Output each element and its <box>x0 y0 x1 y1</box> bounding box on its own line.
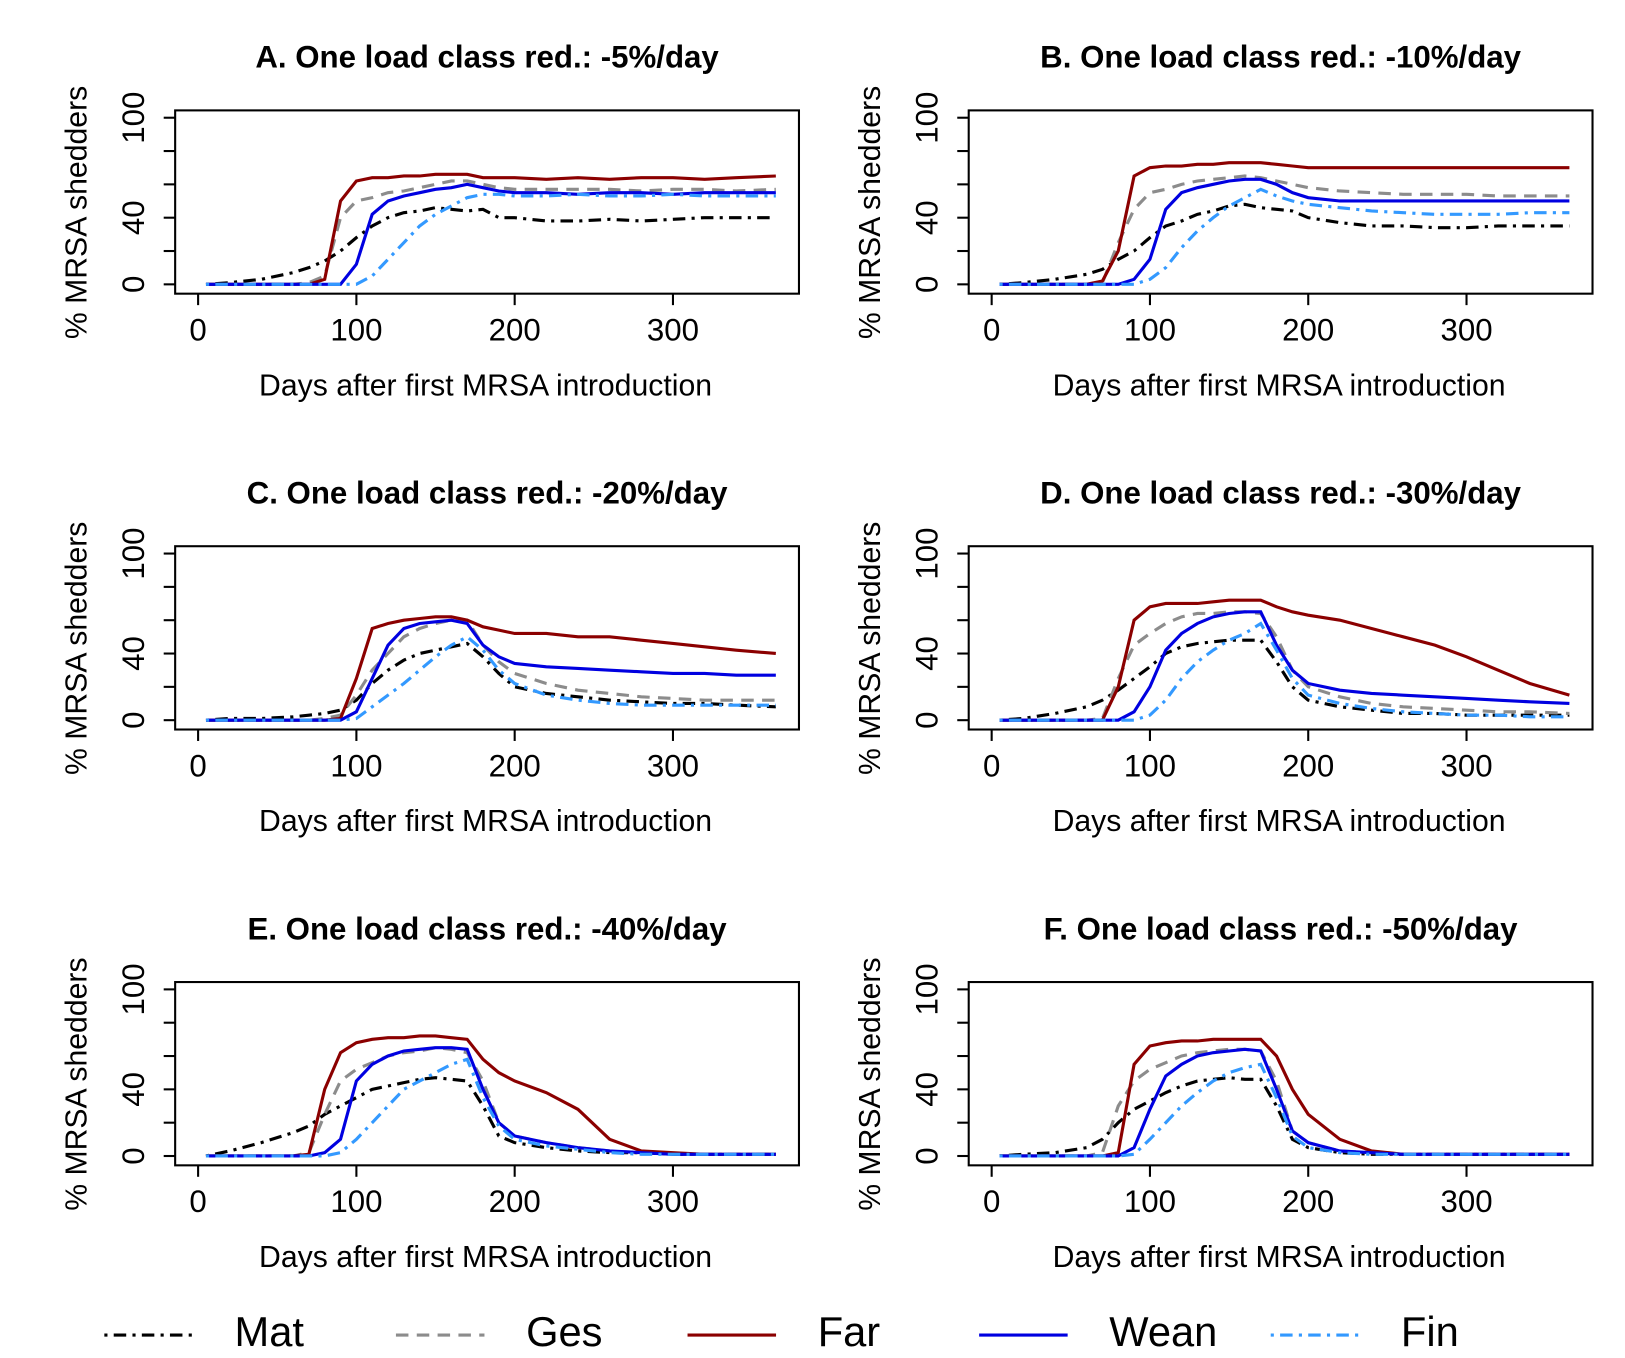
x-tick-label: 100 <box>1124 1184 1176 1219</box>
x-tick-label: 0 <box>189 1184 206 1219</box>
y-axis-label: % MRSA shedders <box>854 957 887 1210</box>
y-tick-label: 40 <box>116 636 151 671</box>
x-axis-label: Days after first MRSA introduction <box>259 805 712 838</box>
y-tick-label: 40 <box>116 200 151 235</box>
series-line <box>999 1062 1570 1158</box>
x-tick-label: 0 <box>983 1184 1000 1219</box>
x-tick-label: 100 <box>330 312 382 347</box>
x-tick-label: 0 <box>189 748 206 783</box>
plot-frame <box>967 981 1594 1167</box>
legend-label: Wean <box>1109 1308 1217 1355</box>
series-line <box>205 618 776 722</box>
series-line <box>205 1076 776 1158</box>
legend-label: Far <box>818 1308 881 1355</box>
series-line <box>999 621 1570 722</box>
y-tick-label: 0 <box>116 711 151 728</box>
panel-title: A. One load class red.: -5%/day <box>255 40 719 75</box>
series-line <box>999 610 1570 722</box>
series-line <box>205 1034 776 1158</box>
series-line <box>999 1047 1570 1158</box>
x-tick-label: 300 <box>1440 748 1492 783</box>
series-line <box>999 1047 1570 1158</box>
panel-title: F. One load class red.: -50%/day <box>1044 911 1519 946</box>
x-tick-label: 200 <box>1282 312 1334 347</box>
x-tick-label: 0 <box>189 312 206 347</box>
series-line <box>205 1057 776 1158</box>
y-tick-label: 0 <box>116 1147 151 1164</box>
y-tick-label: 40 <box>116 1072 151 1107</box>
legend-label: Mat <box>235 1308 305 1355</box>
series-line <box>999 1037 1570 1158</box>
y-tick-label: 40 <box>909 1072 944 1107</box>
y-axis-label: % MRSA shedders <box>60 957 93 1210</box>
plot-frame <box>174 545 801 731</box>
panel-title: D. One load class red.: -30%/day <box>1040 475 1521 510</box>
y-tick-label: 100 <box>909 963 944 1015</box>
series-line <box>205 641 776 722</box>
y-axis-label: % MRSA shedders <box>60 86 93 339</box>
y-tick-label: 0 <box>909 276 944 293</box>
y-tick-label: 100 <box>909 92 944 144</box>
x-tick-label: 200 <box>489 748 541 783</box>
x-tick-label: 200 <box>1282 748 1334 783</box>
y-tick-label: 40 <box>909 200 944 235</box>
series-line <box>205 618 776 722</box>
x-tick-label: 300 <box>647 312 699 347</box>
plot-frame <box>174 981 801 1167</box>
x-axis-label: Days after first MRSA introduction <box>1053 805 1506 838</box>
x-tick-label: 200 <box>1282 1184 1334 1219</box>
x-tick-label: 100 <box>1124 312 1176 347</box>
series-line <box>205 206 776 286</box>
series-line <box>205 1046 776 1158</box>
series-line <box>999 187 1570 286</box>
series-line <box>205 1046 776 1158</box>
y-tick-label: 0 <box>909 711 944 728</box>
y-tick-label: 100 <box>116 92 151 144</box>
series-line <box>205 634 776 722</box>
x-axis-label: Days after first MRSA introduction <box>259 369 712 402</box>
y-tick-label: 40 <box>909 636 944 671</box>
series-line <box>205 192 776 286</box>
plot-frame <box>967 109 1594 295</box>
x-axis-label: Days after first MRSA introduction <box>1053 1241 1506 1274</box>
panel-title: E. One load class red.: -40%/day <box>247 911 727 946</box>
series-line <box>999 598 1570 722</box>
x-tick-label: 300 <box>647 748 699 783</box>
series-line <box>999 161 1570 286</box>
y-axis-label: % MRSA shedders <box>60 522 93 775</box>
x-tick-label: 100 <box>330 748 382 783</box>
x-tick-label: 300 <box>1440 312 1492 347</box>
y-tick-label: 100 <box>116 527 151 579</box>
y-tick-label: 100 <box>116 963 151 1015</box>
plot-frame <box>967 545 1594 731</box>
panel-title: B. One load class red.: -10%/day <box>1040 40 1521 75</box>
series-line <box>999 202 1570 286</box>
x-tick-label: 100 <box>1124 748 1176 783</box>
x-tick-label: 200 <box>489 1184 541 1219</box>
series-line <box>205 182 776 286</box>
x-tick-label: 0 <box>983 748 1000 783</box>
series-line <box>999 174 1570 286</box>
legend-label: Fin <box>1401 1308 1459 1355</box>
y-axis-label: % MRSA shedders <box>854 86 887 339</box>
panel-title: C. One load class red.: -20%/day <box>247 475 728 510</box>
plot-frame <box>174 109 801 295</box>
x-tick-label: 0 <box>983 312 1000 347</box>
x-tick-label: 200 <box>489 312 541 347</box>
series-line <box>205 179 776 286</box>
x-axis-label: Days after first MRSA introduction <box>259 1241 712 1274</box>
y-tick-label: 0 <box>909 1147 944 1164</box>
x-tick-label: 300 <box>1440 1184 1492 1219</box>
y-axis-label: % MRSA shedders <box>854 522 887 775</box>
x-tick-label: 100 <box>330 1184 382 1219</box>
x-tick-label: 300 <box>647 1184 699 1219</box>
series-line <box>999 610 1570 722</box>
x-axis-label: Days after first MRSA introduction <box>1053 369 1506 402</box>
y-tick-label: 0 <box>116 276 151 293</box>
legend-label: Ges <box>526 1308 602 1355</box>
y-tick-label: 100 <box>909 527 944 579</box>
